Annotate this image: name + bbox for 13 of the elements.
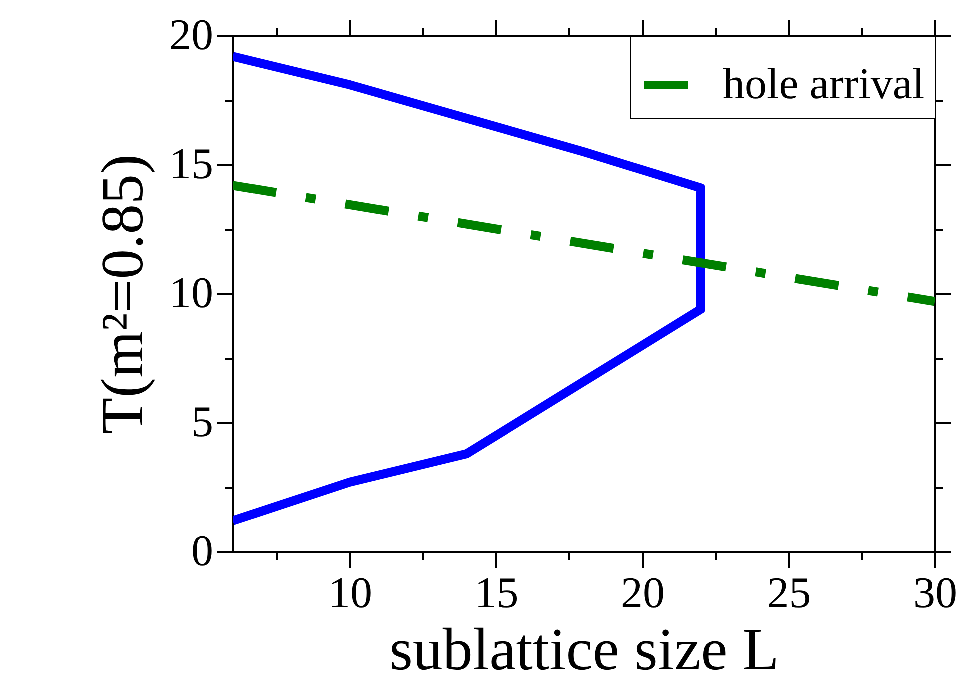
x-tick-label: 30 — [914, 568, 958, 618]
x-axis-title: sublattice size L — [390, 616, 780, 682]
y-tick-label: 20 — [170, 10, 214, 60]
y-axis-title: T(m²=0.85) — [90, 154, 156, 435]
x-tick-label: 15 — [474, 568, 519, 618]
y-tick-label: 10 — [170, 268, 214, 318]
y-tick-label: 5 — [192, 398, 214, 446]
legend-label: hole arrival — [723, 60, 925, 108]
x-tick-label: 25 — [767, 568, 812, 618]
x-tick-label: 10 — [328, 568, 372, 618]
x-tick-label: 20 — [621, 568, 665, 618]
y-tick-label: 15 — [170, 140, 214, 188]
y-tick-label: 0 — [192, 526, 214, 576]
